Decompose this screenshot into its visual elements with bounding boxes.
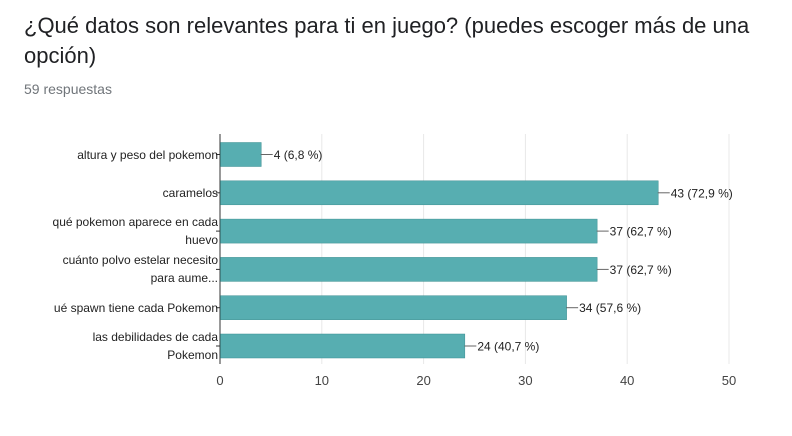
category-label: las debilidades de cada Pokemon — [8, 328, 218, 364]
bar — [220, 333, 466, 359]
category-label-line: altura y peso del pokemon — [77, 147, 218, 162]
category-label: altura y peso del pokemon — [8, 146, 218, 164]
bar — [220, 180, 659, 206]
category-label-line: cuánto polvo estelar necesito — [62, 253, 218, 268]
category-label-line: caramelos — [162, 185, 218, 200]
category-label-line: las debilidades de cada — [92, 330, 218, 344]
category-label: cuánto polvo estelar necesito para aume..… — [8, 251, 218, 287]
x-tick-label: 50 — [722, 373, 736, 388]
category-label-line: huevo — [185, 233, 218, 248]
category-label: qué pokemon aparece en cada huevo — [8, 213, 218, 249]
category-label-line: ué spawn tiene cada Pokemon — [53, 300, 218, 315]
x-tick-label: 40 — [620, 373, 634, 388]
bar — [220, 142, 262, 167]
data-label: 4 (6,8 %) — [274, 148, 323, 162]
bar — [220, 218, 598, 244]
category-label-line: para aume... — [150, 271, 218, 286]
page-title: ¿Qué datos son relevantes para ti en jue… — [24, 13, 750, 68]
category-label-line: qué pokemon aparece en cada — [52, 215, 218, 230]
category-label-line: Pokemon — [167, 348, 218, 362]
category-label: caramelos — [8, 184, 218, 202]
bar — [220, 257, 598, 282]
data-label: 37 (62,7 %) — [610, 263, 672, 277]
data-label: 24 (40,7 %) — [477, 340, 539, 354]
response-count: 59 respuestas — [24, 81, 112, 97]
x-tick-label: 0 — [216, 373, 223, 388]
bar — [220, 295, 567, 320]
x-tick-label: 30 — [518, 373, 532, 388]
category-label: ué spawn tiene cada Pokemon — [8, 299, 218, 317]
data-label: 43 (72,9 %) — [671, 186, 733, 200]
x-tick-label: 10 — [315, 373, 329, 388]
x-tick-label: 20 — [416, 373, 430, 388]
data-label: 34 (57,6 %) — [579, 301, 641, 315]
data-label: 37 (62,7 %) — [610, 225, 672, 239]
